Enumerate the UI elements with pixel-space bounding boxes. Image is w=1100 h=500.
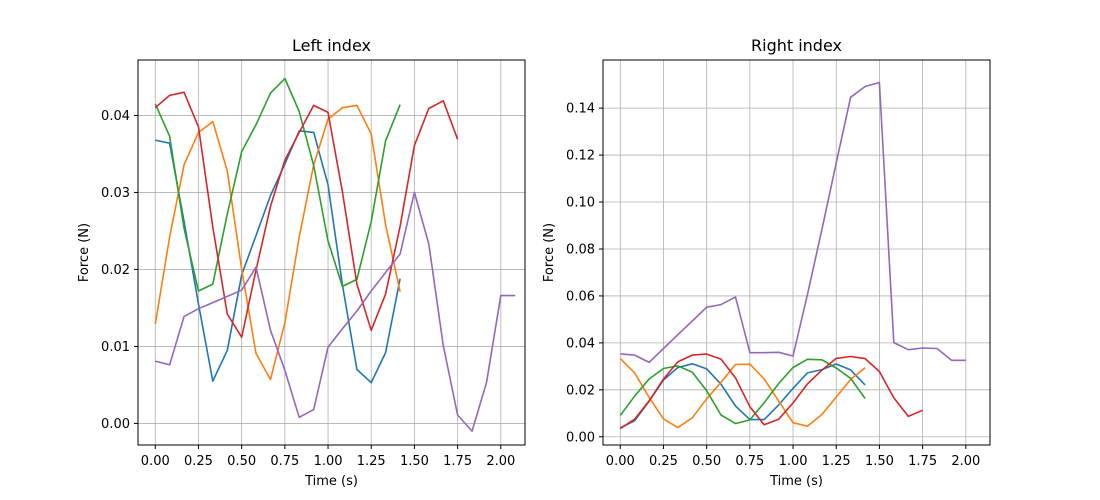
y-tick-label: 0.14 (566, 102, 595, 117)
y-tick-label: 0.02 (566, 383, 595, 398)
x-tick-label: 0.75 (270, 454, 299, 469)
x-tick-label: 1.75 (443, 454, 472, 469)
x-tick-label: 1.25 (357, 454, 386, 469)
x-tick-label: 0.00 (606, 454, 635, 469)
y-tick-label: 0.04 (566, 336, 595, 351)
series-line-4 (619, 353, 923, 430)
series-line-3 (619, 358, 866, 425)
x-tick-label: 1.75 (908, 454, 937, 469)
y-axis-label: Force (N) (542, 223, 557, 282)
y-tick-label: 0.08 (566, 242, 595, 257)
series-line-2 (619, 358, 866, 429)
y-tick-label: 0.06 (566, 289, 595, 304)
series-line-2 (154, 104, 401, 381)
y-tick-label: 0.10 (566, 196, 595, 211)
y-tick-label: 0.04 (101, 109, 130, 124)
y-tick-label: 0.00 (566, 430, 595, 445)
x-tick-label: 0.50 (692, 454, 721, 469)
x-axis-label: Time (s) (769, 474, 823, 489)
x-tick-label: 0.25 (649, 454, 678, 469)
left-index-panel: 0.00 0.25 0.50 0.75 1.00 1.25 1.50 1.75 2.00 0.00… (77, 36, 526, 489)
series-line-5 (155, 191, 516, 432)
plot-frame (137, 59, 526, 446)
x-tick-label: 2.00 (486, 454, 515, 469)
x-tick-label: 1.25 (822, 454, 851, 469)
x-tick-label: 1.00 (779, 454, 808, 469)
x-tick-label: 1.50 (865, 454, 894, 469)
x-tick-label: 0.00 (141, 454, 170, 469)
y-tick-label: 0.03 (101, 186, 130, 201)
chart-title: Right index (751, 36, 842, 55)
y-tick-label: 0.02 (101, 263, 130, 278)
x-tick-label: 1.50 (400, 454, 429, 469)
x-tick-label: 1.00 (314, 454, 343, 469)
x-axis-label: Time (s) (304, 474, 358, 489)
series-line-4 (154, 91, 459, 339)
series-line-1 (155, 130, 401, 384)
series-line-5 (620, 81, 966, 364)
plot-frame (602, 59, 991, 446)
x-tick-label: 0.25 (184, 454, 213, 469)
x-tick-label: 2.00 (951, 454, 980, 469)
y-axis-label: Force (N) (77, 223, 92, 282)
series-line-3 (154, 77, 401, 292)
x-tick-label: 0.50 (227, 454, 256, 469)
right-index-panel: 0.00 0.25 0.50 0.75 1.00 1.25 1.50 1.75 2.00 0.00… (542, 36, 991, 489)
x-tick-label: 0.75 (735, 454, 764, 469)
y-tick-label: 0.01 (101, 340, 130, 355)
chart-title: Left index (292, 36, 371, 55)
y-tick-label: 0.12 (566, 149, 595, 164)
y-tick-label: 0.00 (101, 417, 130, 432)
